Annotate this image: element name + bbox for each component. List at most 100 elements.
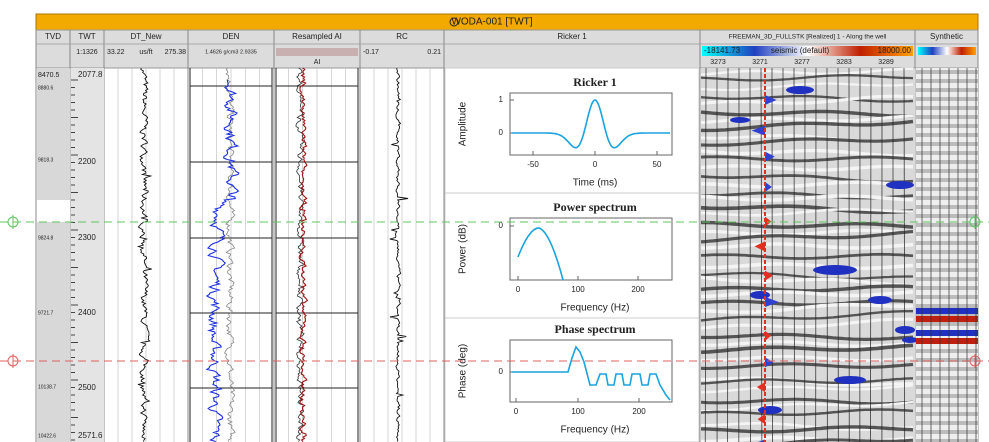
- range-max: 18000.00: [878, 46, 912, 55]
- synthetic-band: [916, 322, 978, 326]
- tvd-label: 9818.3: [38, 157, 54, 163]
- column-header: Ricker 1: [557, 32, 587, 41]
- plot-xlabel: Frequency (Hz): [561, 303, 630, 314]
- seismic-blue-event: [834, 376, 866, 384]
- wavelet-panel: [445, 68, 699, 193]
- plot-xlabel: Frequency (Hz): [561, 425, 630, 436]
- synthetic-event: [916, 308, 978, 314]
- plot-title: Ricker 1: [573, 75, 616, 89]
- column-header: RC: [396, 32, 408, 41]
- synthetic-band: [916, 124, 978, 128]
- trace-number: 3271: [752, 59, 768, 66]
- synthetic-event: [916, 316, 978, 322]
- column-header: TWT: [78, 32, 95, 41]
- synthetic-band: [916, 277, 978, 281]
- twt-label: 2077.8: [78, 70, 103, 79]
- synthetic-event: [916, 338, 978, 344]
- well-section-window: WODA-001 [TWT]TVDTWTDT_NewDENResampled A…: [0, 0, 989, 442]
- column-header: Synthetic: [930, 32, 963, 41]
- column-header: FREEMAN_3D_FULLSTK [Realized] 1 - Along …: [729, 34, 887, 41]
- synthetic-event: [916, 330, 978, 336]
- x-tick-label: 100: [571, 407, 585, 416]
- trace-number: 3277: [794, 59, 810, 66]
- plot-ylabel: Power (dB): [458, 224, 469, 274]
- range-label: 1.4626 g/cm3 2.9335: [205, 49, 257, 55]
- seismic-blue-event: [886, 181, 914, 189]
- range-min: 33.22: [107, 49, 125, 56]
- synthetic-band: [916, 196, 978, 200]
- synthetic-band: [916, 295, 978, 299]
- synthetic-band: [916, 385, 978, 389]
- synthetic-colorbar: [918, 47, 976, 55]
- tvd-label: 10138.7: [38, 384, 56, 390]
- synthetic-band: [916, 205, 978, 209]
- ai-label: AI: [314, 59, 321, 66]
- wavelet-panel: [445, 318, 699, 442]
- scale-label: 1:1326: [76, 49, 98, 56]
- synthetic-band: [916, 367, 978, 371]
- twt-label: 2300: [78, 233, 96, 242]
- synthetic-band: [916, 250, 978, 254]
- well-title: WODA-001 [TWT]: [451, 17, 532, 28]
- column-header: DEN: [223, 32, 240, 41]
- seismic-blue-event: [902, 337, 918, 343]
- seismic-blue-event: [868, 296, 892, 304]
- synthetic-band: [916, 106, 978, 110]
- synthetic-band: [916, 223, 978, 227]
- range-min: -0.17: [363, 49, 379, 56]
- column-header: DT_New: [130, 32, 161, 41]
- tvd-label: 9824.8: [38, 235, 54, 241]
- twt-label: 2200: [78, 157, 96, 166]
- tvd-gap: [37, 200, 70, 222]
- x-tick-label: 100: [571, 285, 585, 294]
- y-tick-label: 0: [499, 128, 504, 137]
- tvd-label: 9721.7: [38, 310, 54, 316]
- synthetic-band: [916, 268, 978, 272]
- synthetic-band: [916, 187, 978, 191]
- twt-label: 2400: [78, 308, 96, 317]
- trace-number: 3273: [710, 59, 726, 66]
- synthetic-band: [916, 97, 978, 101]
- range-min: -18141.73: [704, 46, 741, 55]
- seismic-blue-event: [786, 86, 814, 94]
- x-tick-label: 0: [593, 160, 598, 169]
- synthetic-band: [916, 403, 978, 407]
- seismic-blue-event: [895, 326, 915, 334]
- synthetic-band: [916, 133, 978, 137]
- tvd-label: 8880.6: [38, 85, 54, 91]
- synthetic-band: [916, 349, 978, 353]
- range-max: 0.21: [427, 49, 441, 56]
- plot-title: Phase spectrum: [555, 322, 636, 336]
- synthetic-band: [916, 142, 978, 146]
- plot-xlabel: Time (ms): [573, 178, 618, 189]
- y-tick-label: 1: [499, 95, 504, 104]
- x-tick-label: 200: [631, 285, 645, 294]
- seismic-blue-event: [758, 406, 782, 414]
- range-unit: us/ft: [139, 49, 152, 56]
- synthetic-band: [916, 178, 978, 182]
- synthetic-band: [916, 241, 978, 245]
- synthetic-band: [916, 412, 978, 416]
- seismic-blue-event: [730, 117, 750, 123]
- x-tick-label: 50: [653, 160, 662, 169]
- x-tick-label: 0: [514, 407, 519, 416]
- synthetic-band: [916, 151, 978, 155]
- synthetic-band: [916, 259, 978, 263]
- synthetic-band: [916, 421, 978, 425]
- synthetic-band: [916, 160, 978, 164]
- range-max: 275.38: [165, 49, 187, 56]
- synthetic-band: [916, 115, 978, 119]
- seismic-blue-event: [813, 265, 857, 275]
- twt-label: 2500: [78, 383, 96, 392]
- y-tick-label: 0: [499, 367, 504, 376]
- synthetic-band: [916, 394, 978, 398]
- x-tick-label: -50: [527, 160, 539, 169]
- plot-ylabel: Amplitude: [458, 101, 469, 146]
- synthetic-band: [916, 430, 978, 434]
- tvd-label: 10422.6: [38, 433, 56, 439]
- plot-ylabel: Phase (deg): [458, 344, 469, 398]
- column-header: Resampled AI: [292, 32, 342, 41]
- colormap-name: seismic (default): [771, 46, 830, 55]
- x-tick-label: 200: [632, 407, 646, 416]
- synthetic-band: [916, 304, 978, 308]
